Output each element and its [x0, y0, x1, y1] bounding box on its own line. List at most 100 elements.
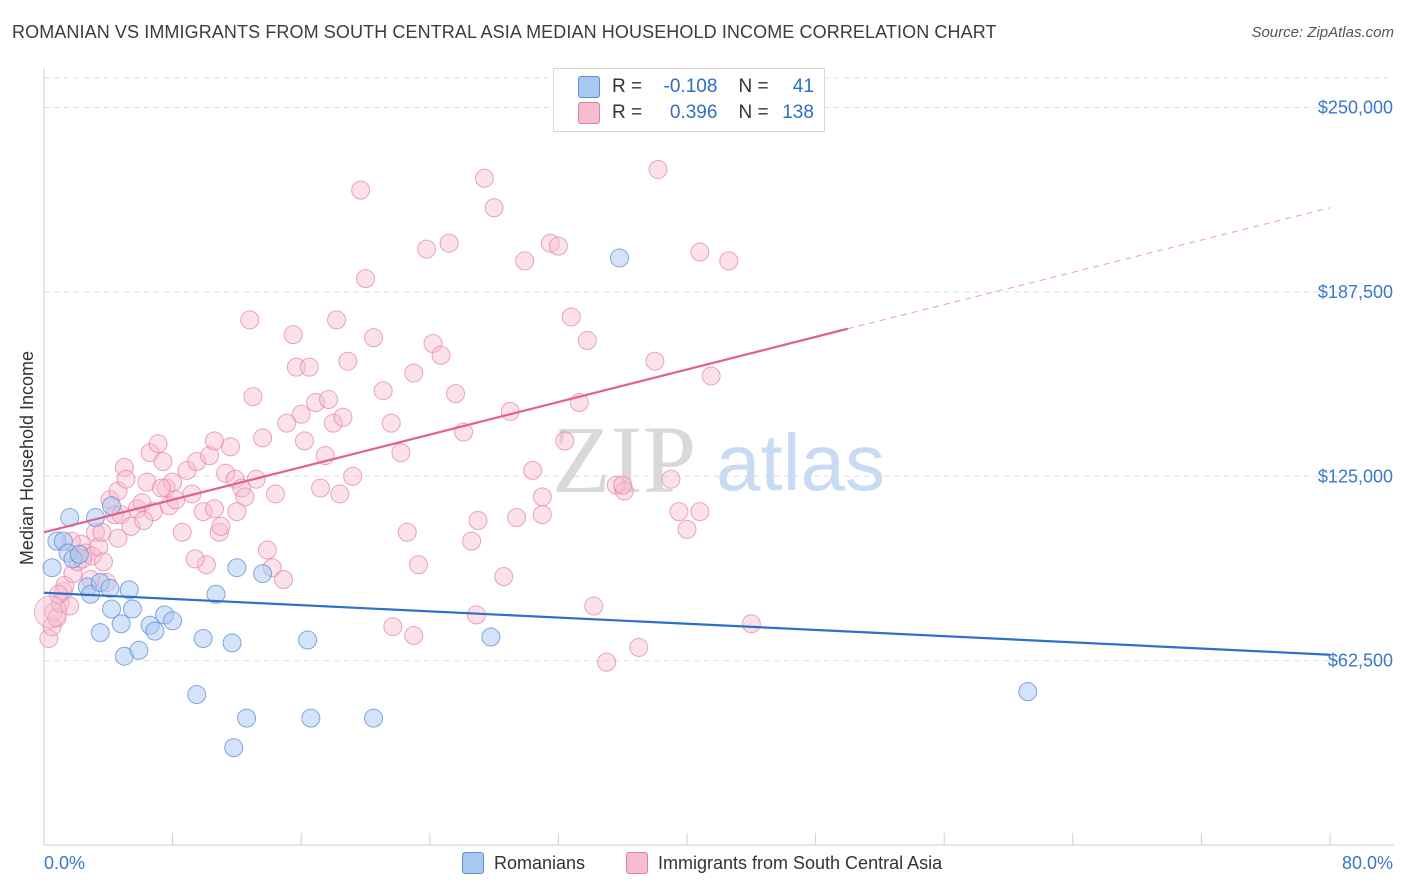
immigrants-point [548, 236, 568, 256]
immigrants-point [629, 637, 649, 657]
legend-r-label: R = [612, 102, 643, 123]
series-romanians-points [42, 248, 1038, 758]
x-tick-label: 0.0% [44, 853, 85, 873]
romanians-point [119, 580, 139, 600]
immigrants-point [200, 446, 220, 466]
romanians-point [129, 640, 149, 660]
immigrants-point [356, 269, 375, 289]
immigrants-point [391, 443, 411, 463]
immigrants-point [257, 540, 277, 560]
romanians-point [206, 584, 226, 604]
legend-r-label: R = [612, 76, 643, 97]
romanians-point [102, 599, 122, 619]
romanians-point [237, 708, 257, 728]
immigrants-point [306, 393, 326, 412]
axes [43, 68, 1394, 846]
immigrants-point [417, 239, 437, 259]
legend-r-value: -0.108 [663, 76, 718, 97]
immigrants-point [741, 614, 761, 634]
y-tick-label: $62,500 [1328, 651, 1393, 671]
bottom-legend-romanians: Romanians [462, 852, 585, 874]
immigrants-point [462, 531, 482, 551]
immigrants-point [690, 502, 710, 522]
immigrants-point [274, 570, 294, 589]
immigrants-point [701, 366, 721, 386]
y-tick-label: $125,000 [1318, 466, 1393, 486]
series-immigrants-points [33, 159, 761, 672]
immigrants-point [299, 357, 319, 377]
immigrants-point [153, 452, 173, 471]
romanians-point [100, 578, 120, 598]
immigrants-trend-line [43, 327, 849, 534]
immigrants-point [690, 242, 710, 262]
immigrants-point [319, 390, 339, 410]
legend-n-value: 41 [792, 76, 814, 97]
bottom-legend-label-immigrants: Immigrants from South Central Asia [658, 852, 943, 873]
immigrants-point [338, 351, 358, 371]
immigrants-point [134, 511, 154, 530]
immigrants-point [265, 484, 285, 504]
immigrants-point [404, 363, 424, 383]
immigrants-point [204, 431, 224, 451]
immigrants-point [227, 502, 247, 522]
x-tick-label: 80.0% [1342, 853, 1393, 873]
immigrants-point [116, 469, 136, 489]
trend-lines [43, 207, 1331, 656]
immigrants-point [114, 457, 134, 477]
immigrants-point [507, 508, 527, 528]
immigrants-point [431, 345, 451, 365]
immigrants-point [584, 596, 604, 616]
legend-r-value: 0.396 [669, 102, 718, 123]
immigrants-point [196, 555, 216, 575]
romanians-point [69, 544, 89, 564]
immigrants-point [216, 463, 236, 483]
immigrants-point [121, 516, 141, 536]
legend-n-label: N = [738, 76, 769, 97]
romanians-point [42, 558, 62, 578]
immigrants-point [204, 499, 224, 519]
romanians-point [111, 614, 131, 634]
y-axis-label: Median Household Income [17, 351, 37, 565]
romanians-point [90, 623, 110, 643]
immigrants-point [220, 437, 240, 457]
immigrants-point [283, 325, 303, 345]
immigrants-point [310, 478, 330, 498]
romanians-point [227, 558, 247, 578]
immigrants-point [446, 384, 466, 404]
immigrants-point [597, 652, 617, 672]
immigrants-point [33, 595, 67, 629]
bottom-legend-immigrants: Immigrants from South Central Asia [626, 852, 942, 874]
bottom-legend-label-romanians: Romanians [494, 852, 586, 873]
immigrants-point [381, 413, 401, 433]
immigrants-point [235, 487, 255, 507]
immigrants-point [163, 472, 183, 492]
immigrants-point [468, 511, 488, 530]
immigrants-point [439, 233, 459, 253]
immigrants-point [515, 251, 535, 271]
bottom-legend: Romanians Immigrants from South Central … [0, 852, 1406, 878]
immigrants-point [500, 401, 520, 421]
immigrants-point [291, 404, 311, 424]
romanians-point [301, 708, 321, 728]
romanians-point [253, 564, 273, 584]
immigrants-point [294, 431, 314, 451]
immigrants-point [327, 310, 347, 330]
immigrants-point [719, 251, 739, 271]
legend-box: R = -0.108 N = 41 R = 0.396 N = 138 [553, 68, 825, 132]
romanians-point [224, 738, 244, 758]
legend-swatch-immigrants [578, 102, 600, 124]
immigrants-point [373, 381, 393, 401]
immigrants-point [330, 484, 350, 504]
immigrants-point [661, 469, 681, 489]
y-tick-label: $187,500 [1318, 282, 1393, 302]
immigrants-point [93, 552, 113, 572]
immigrants-point [60, 596, 80, 616]
immigrants-point [351, 180, 371, 200]
immigrants-point [364, 328, 384, 348]
romanians-point [145, 621, 165, 641]
bottom-legend-swatch-romanians [462, 852, 484, 874]
romanians-point [222, 633, 242, 653]
watermark-zip: ZIP [552, 406, 696, 513]
romanians-trend-line [43, 591, 1331, 656]
immigrants-point [383, 617, 403, 637]
